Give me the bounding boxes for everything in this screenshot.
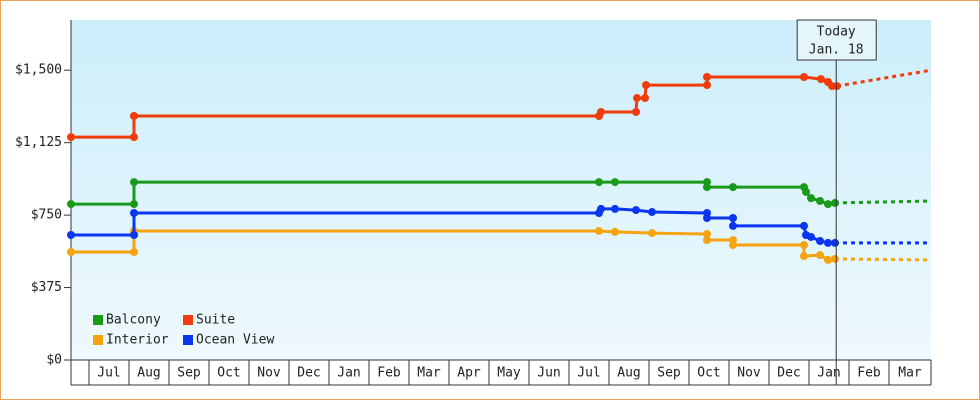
- x-tick-label: Jul: [97, 366, 120, 381]
- today-box: [796, 19, 877, 61]
- price-point: [130, 133, 138, 142]
- x-tick-label: Oct: [697, 366, 720, 381]
- price-point: [800, 72, 808, 81]
- price-point: [703, 236, 711, 245]
- legend: Balcony Suite Interior Ocean View: [93, 313, 274, 348]
- price-point: [611, 227, 619, 236]
- price-point: [703, 214, 711, 223]
- price-point: [595, 178, 603, 187]
- price-point: [729, 241, 737, 250]
- price-point: [729, 183, 737, 192]
- price-point: [67, 200, 75, 209]
- x-tick-label: Mar: [898, 366, 922, 381]
- grid-layer: $0 $375 $750 $1,125 $1,500 Jul Aug Sep Oct Nov Dec…: [15, 20, 932, 386]
- price-point: [597, 107, 605, 116]
- price-point: [67, 231, 75, 240]
- legend-label: Interior: [106, 333, 169, 348]
- y-tick-label: $375: [31, 280, 62, 295]
- x-tick-label: Sep: [177, 366, 201, 381]
- price-point: [641, 94, 649, 103]
- today-annotation: Today Jan. 18: [796, 19, 877, 385]
- legend-label: Ocean View: [196, 333, 274, 348]
- price-point: [703, 72, 711, 81]
- price-point: [648, 229, 656, 238]
- x-tick-label: Feb: [857, 366, 881, 381]
- price-point: [130, 112, 138, 121]
- price-point: [632, 206, 640, 215]
- y-tick-label: $1,500: [15, 63, 62, 78]
- price-point: [824, 238, 832, 247]
- legend-label: Suite: [196, 313, 235, 328]
- price-point: [67, 133, 75, 142]
- x-tick-label: Jun: [537, 366, 560, 381]
- price-point: [817, 75, 825, 84]
- price-point: [632, 107, 640, 116]
- x-tick-label: Dec: [297, 366, 320, 381]
- price-point: [595, 226, 603, 235]
- price-point: [831, 198, 839, 207]
- x-tick-label: Nov: [737, 366, 761, 381]
- price-point: [642, 81, 650, 90]
- price-point: [633, 94, 641, 103]
- price-point: [802, 187, 810, 196]
- legend-swatch: [93, 315, 103, 325]
- price-point: [816, 251, 824, 260]
- price-point: [611, 204, 619, 213]
- price-point: [729, 214, 737, 223]
- price-point: [130, 178, 138, 187]
- today-label: Jan. 18: [809, 43, 864, 58]
- x-tick-label: Apr: [457, 366, 481, 381]
- price-point: [703, 183, 711, 192]
- x-tick-label: Dec: [777, 366, 800, 381]
- price-point: [824, 200, 832, 209]
- price-point: [130, 248, 138, 257]
- price-point: [800, 221, 808, 230]
- x-tick-label: Sep: [657, 366, 681, 381]
- price-point: [824, 255, 832, 264]
- price-point: [831, 254, 839, 263]
- legend-label: Balcony: [106, 313, 161, 328]
- price-point: [67, 248, 75, 257]
- price-point: [800, 241, 808, 250]
- x-tick-label: Aug: [617, 366, 640, 381]
- price-point: [130, 200, 138, 209]
- x-tick-label: Jan: [337, 366, 360, 381]
- price-point: [597, 204, 605, 213]
- legend-swatch: [183, 335, 193, 345]
- price-point: [800, 252, 808, 261]
- x-tick-label: Oct: [217, 366, 240, 381]
- y-tick-label: $750: [31, 208, 62, 223]
- y-tick-label: $1,125: [15, 135, 62, 150]
- series-layer: [67, 68, 932, 264]
- price-point: [807, 194, 815, 203]
- today-label: Today: [817, 25, 856, 40]
- price-point: [648, 208, 656, 217]
- legend-swatch: [183, 315, 193, 325]
- legend-swatch: [93, 335, 103, 345]
- price-point: [831, 238, 839, 247]
- x-tick-label: Feb: [377, 366, 401, 381]
- price-point: [833, 82, 841, 91]
- price-point: [703, 230, 711, 239]
- price-point: [611, 178, 619, 187]
- x-tick-label: Nov: [257, 366, 281, 381]
- price-point: [703, 81, 711, 90]
- y-tick-label: $0: [46, 353, 62, 368]
- price-point: [807, 232, 815, 241]
- x-tick-label: Aug: [137, 366, 160, 381]
- x-tick-label: May: [497, 366, 521, 381]
- price-point: [816, 237, 824, 245]
- x-tick-label: Jul: [577, 366, 600, 381]
- price-point: [130, 208, 138, 217]
- forecast-line: [834, 257, 932, 262]
- forecast-line: [834, 199, 932, 205]
- x-tick-label: Jan: [817, 366, 840, 381]
- price-point: [816, 197, 824, 206]
- price-point: [729, 221, 737, 230]
- x-tick-label: Mar: [417, 366, 441, 381]
- price-point: [130, 231, 138, 240]
